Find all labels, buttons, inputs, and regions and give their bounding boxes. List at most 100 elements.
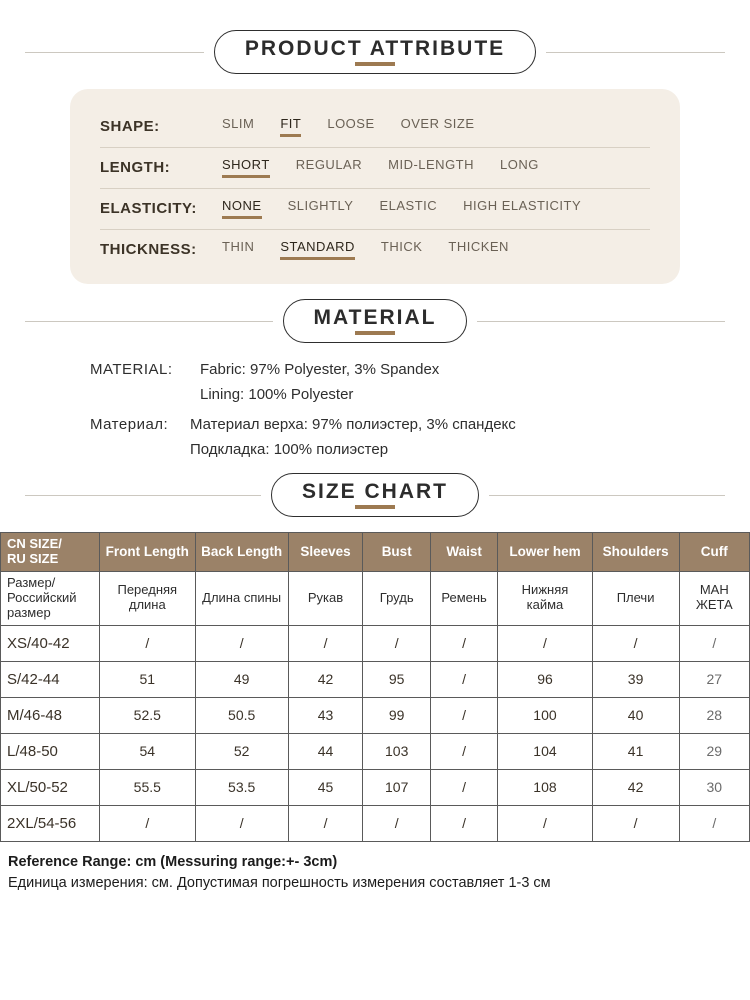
size-cell: 40: [592, 697, 679, 733]
material-label-ru: Материал:: [90, 413, 190, 436]
size-cell: /: [363, 625, 430, 661]
size-cell: /: [592, 625, 679, 661]
size-header-ru: Грудь: [363, 571, 430, 625]
attribute-option: MID-LENGTH: [388, 157, 474, 178]
size-cell: /: [99, 805, 195, 841]
size-cell: 41: [592, 733, 679, 769]
size-header-en: CN SIZE/RU SIZE: [1, 533, 100, 572]
attribute-label: THICKNESS:: [100, 241, 208, 258]
divider: [25, 495, 261, 496]
material-block: MATERIAL: Fabric: 97% Polyester, 3% Span…: [90, 358, 660, 461]
size-cell: /: [498, 805, 592, 841]
material-value-ru1: Материал верха: 97% полиэстер, 3% спанде…: [190, 413, 660, 436]
size-header-ru: Рукав: [288, 571, 363, 625]
attribute-option: LONG: [500, 157, 539, 178]
size-header-ru: Ремень: [430, 571, 497, 625]
size-cell: /: [430, 625, 497, 661]
divider: [477, 321, 725, 322]
attribute-option: SHORT: [222, 157, 270, 178]
size-cell: /: [430, 805, 497, 841]
size-row: 2XL/54-56////////: [1, 805, 750, 841]
attribute-option: STANDARD: [280, 239, 355, 260]
material-label-en: MATERIAL:: [90, 358, 200, 381]
size-header-ru: МАНЖЕТА: [679, 571, 749, 625]
section-header-size: SIZE CHART: [25, 473, 725, 517]
attribute-option: FIT: [280, 116, 301, 137]
size-cell: /: [195, 805, 288, 841]
size-cell: /: [498, 625, 592, 661]
size-cell: 39: [592, 661, 679, 697]
size-cell: /: [288, 805, 363, 841]
size-header-ru: Длина спины: [195, 571, 288, 625]
size-cell: 96: [498, 661, 592, 697]
attribute-row: ELASTICITY:NONESLIGHTLYELASTICHIGH ELAST…: [100, 189, 650, 230]
attribute-row: SHAPE:SLIMFITLOOSEOVER SIZE: [100, 107, 650, 148]
size-cell: 43: [288, 697, 363, 733]
size-cell: /: [363, 805, 430, 841]
section-header-material: MATERIAL: [25, 299, 725, 343]
divider: [489, 495, 725, 496]
size-header-en: Cuff: [679, 533, 749, 572]
size-header-en: Lower hem: [498, 533, 592, 572]
size-cell: M/46-48: [1, 697, 100, 733]
footnote-ru: Единица измерения: см. Допустимая погреш…: [8, 875, 551, 891]
attribute-option: THICKEN: [448, 239, 509, 260]
material-value-en1: Fabric: 97% Polyester, 3% Spandex: [200, 358, 660, 381]
size-cell: 100: [498, 697, 592, 733]
attribute-option: SLIGHTLY: [288, 198, 354, 219]
size-cell: 29: [679, 733, 749, 769]
size-header-ru: Плечи: [592, 571, 679, 625]
size-cell: 107: [363, 769, 430, 805]
size-row: S/42-4451494295/963927: [1, 661, 750, 697]
section-title-size: SIZE CHART: [271, 473, 479, 517]
footnote-block: Reference Range: cm (Messuring range:+- …: [8, 852, 742, 896]
size-cell: /: [288, 625, 363, 661]
size-cell: 2XL/54-56: [1, 805, 100, 841]
size-cell: 108: [498, 769, 592, 805]
section-title-attribute: PRODUCT ATTRIBUTE: [214, 30, 536, 74]
attribute-option: NONE: [222, 198, 262, 219]
size-cell: 52.5: [99, 697, 195, 733]
attribute-option: THICK: [381, 239, 423, 260]
size-chart-table: CN SIZE/RU SIZEFront LengthBack LengthSl…: [0, 532, 750, 842]
attribute-option: SLIM: [222, 116, 254, 137]
size-cell: /: [430, 661, 497, 697]
size-cell: S/42-44: [1, 661, 100, 697]
size-cell: 44: [288, 733, 363, 769]
size-cell: 52: [195, 733, 288, 769]
size-cell: 49: [195, 661, 288, 697]
size-row: M/46-4852.550.54399/1004028: [1, 697, 750, 733]
size-header-en: Back Length: [195, 533, 288, 572]
attribute-row: THICKNESS:THINSTANDARDTHICKTHICKEN: [100, 230, 650, 270]
section-header-attribute: PRODUCT ATTRIBUTE: [25, 30, 725, 74]
attribute-label: ELASTICITY:: [100, 200, 208, 217]
attribute-label: LENGTH:: [100, 159, 208, 176]
size-cell: /: [430, 733, 497, 769]
size-row: L/48-50545244103/1044129: [1, 733, 750, 769]
size-cell: 104: [498, 733, 592, 769]
size-cell: 45: [288, 769, 363, 805]
size-cell: /: [430, 697, 497, 733]
size-cell: 27: [679, 661, 749, 697]
attribute-option: OVER SIZE: [401, 116, 475, 137]
size-row: XL/50-5255.553.545107/1084230: [1, 769, 750, 805]
size-cell: 50.5: [195, 697, 288, 733]
section-title-material: MATERIAL: [283, 299, 468, 343]
attribute-row: LENGTH:SHORTREGULARMID-LENGTHLONG: [100, 148, 650, 189]
size-cell: 103: [363, 733, 430, 769]
material-value-ru2: Подкладка: 100% полиэстер: [190, 438, 660, 461]
footnote-en: Reference Range: cm (Messuring range:+- …: [8, 854, 337, 870]
size-cell: 28: [679, 697, 749, 733]
size-cell: 42: [592, 769, 679, 805]
size-cell: 30: [679, 769, 749, 805]
size-cell: 53.5: [195, 769, 288, 805]
material-value-en2: Lining: 100% Polyester: [200, 383, 660, 406]
size-cell: 55.5: [99, 769, 195, 805]
size-header-en: Sleeves: [288, 533, 363, 572]
divider: [25, 321, 273, 322]
size-row: XS/40-42////////: [1, 625, 750, 661]
size-header-en: Waist: [430, 533, 497, 572]
size-cell: 54: [99, 733, 195, 769]
size-header-en: Shoulders: [592, 533, 679, 572]
attribute-option: HIGH ELASTICITY: [463, 198, 581, 219]
